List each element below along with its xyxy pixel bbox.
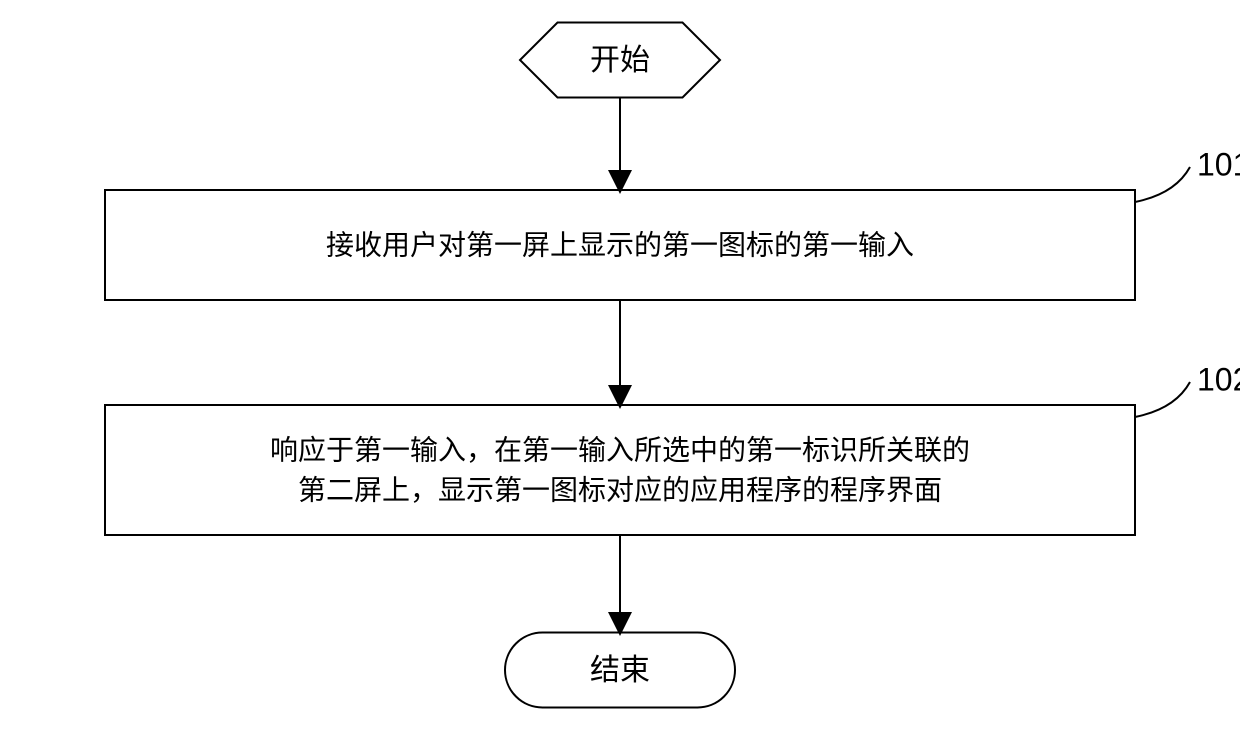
svg-text:响应于第一输入，在第一输入所选中的第一标识所关联的: 响应于第一输入，在第一输入所选中的第一标识所关联的 xyxy=(270,434,970,465)
flowchart-svg: 开始接收用户对第一屏上显示的第一图标的第一输入 101 响应于第一输入，在第一输入所… xyxy=(0,0,1240,737)
flow-node-start: 开始 xyxy=(520,23,720,98)
svg-text:接收用户对第一屏上显示的第一图标的第一输入: 接收用户对第一屏上显示的第一图标的第一输入 xyxy=(326,229,914,260)
flow-node-end: 结束 xyxy=(505,633,735,708)
svg-text:开始: 开始 xyxy=(590,44,650,77)
flowchart-diagram: 开始接收用户对第一屏上显示的第一图标的第一输入 101 响应于第一输入，在第一输入所… xyxy=(0,0,1240,737)
flow-node-step102: 响应于第一输入，在第一输入所选中的第一标识所关联的第二屏上，显示第一图标对应的应… xyxy=(105,361,1240,535)
flow-node-step101: 接收用户对第一屏上显示的第一图标的第一输入 101 xyxy=(105,146,1240,300)
svg-text:101: 101 xyxy=(1197,146,1240,182)
svg-text:结束: 结束 xyxy=(590,654,650,687)
svg-text:102: 102 xyxy=(1197,361,1240,397)
svg-text:第二屏上，显示第一图标对应的应用程序的程序界面: 第二屏上，显示第一图标对应的应用程序的程序界面 xyxy=(298,474,942,505)
